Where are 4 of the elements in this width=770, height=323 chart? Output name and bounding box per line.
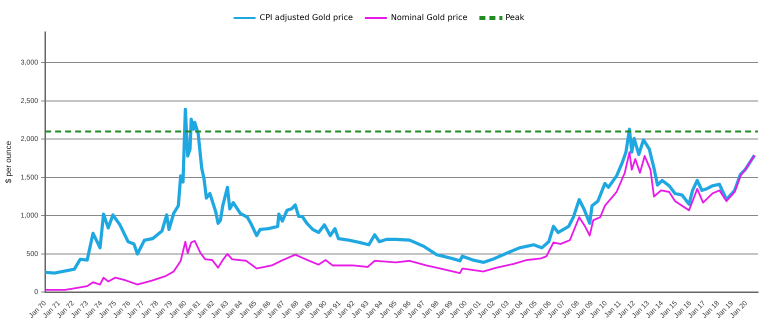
- legend-label: Nominal Gold price: [390, 13, 468, 22]
- legend-label: Peak: [505, 13, 525, 22]
- y-axis-title: $ per ounce: [4, 140, 14, 184]
- legend-label: CPI adjusted Gold price: [260, 13, 353, 22]
